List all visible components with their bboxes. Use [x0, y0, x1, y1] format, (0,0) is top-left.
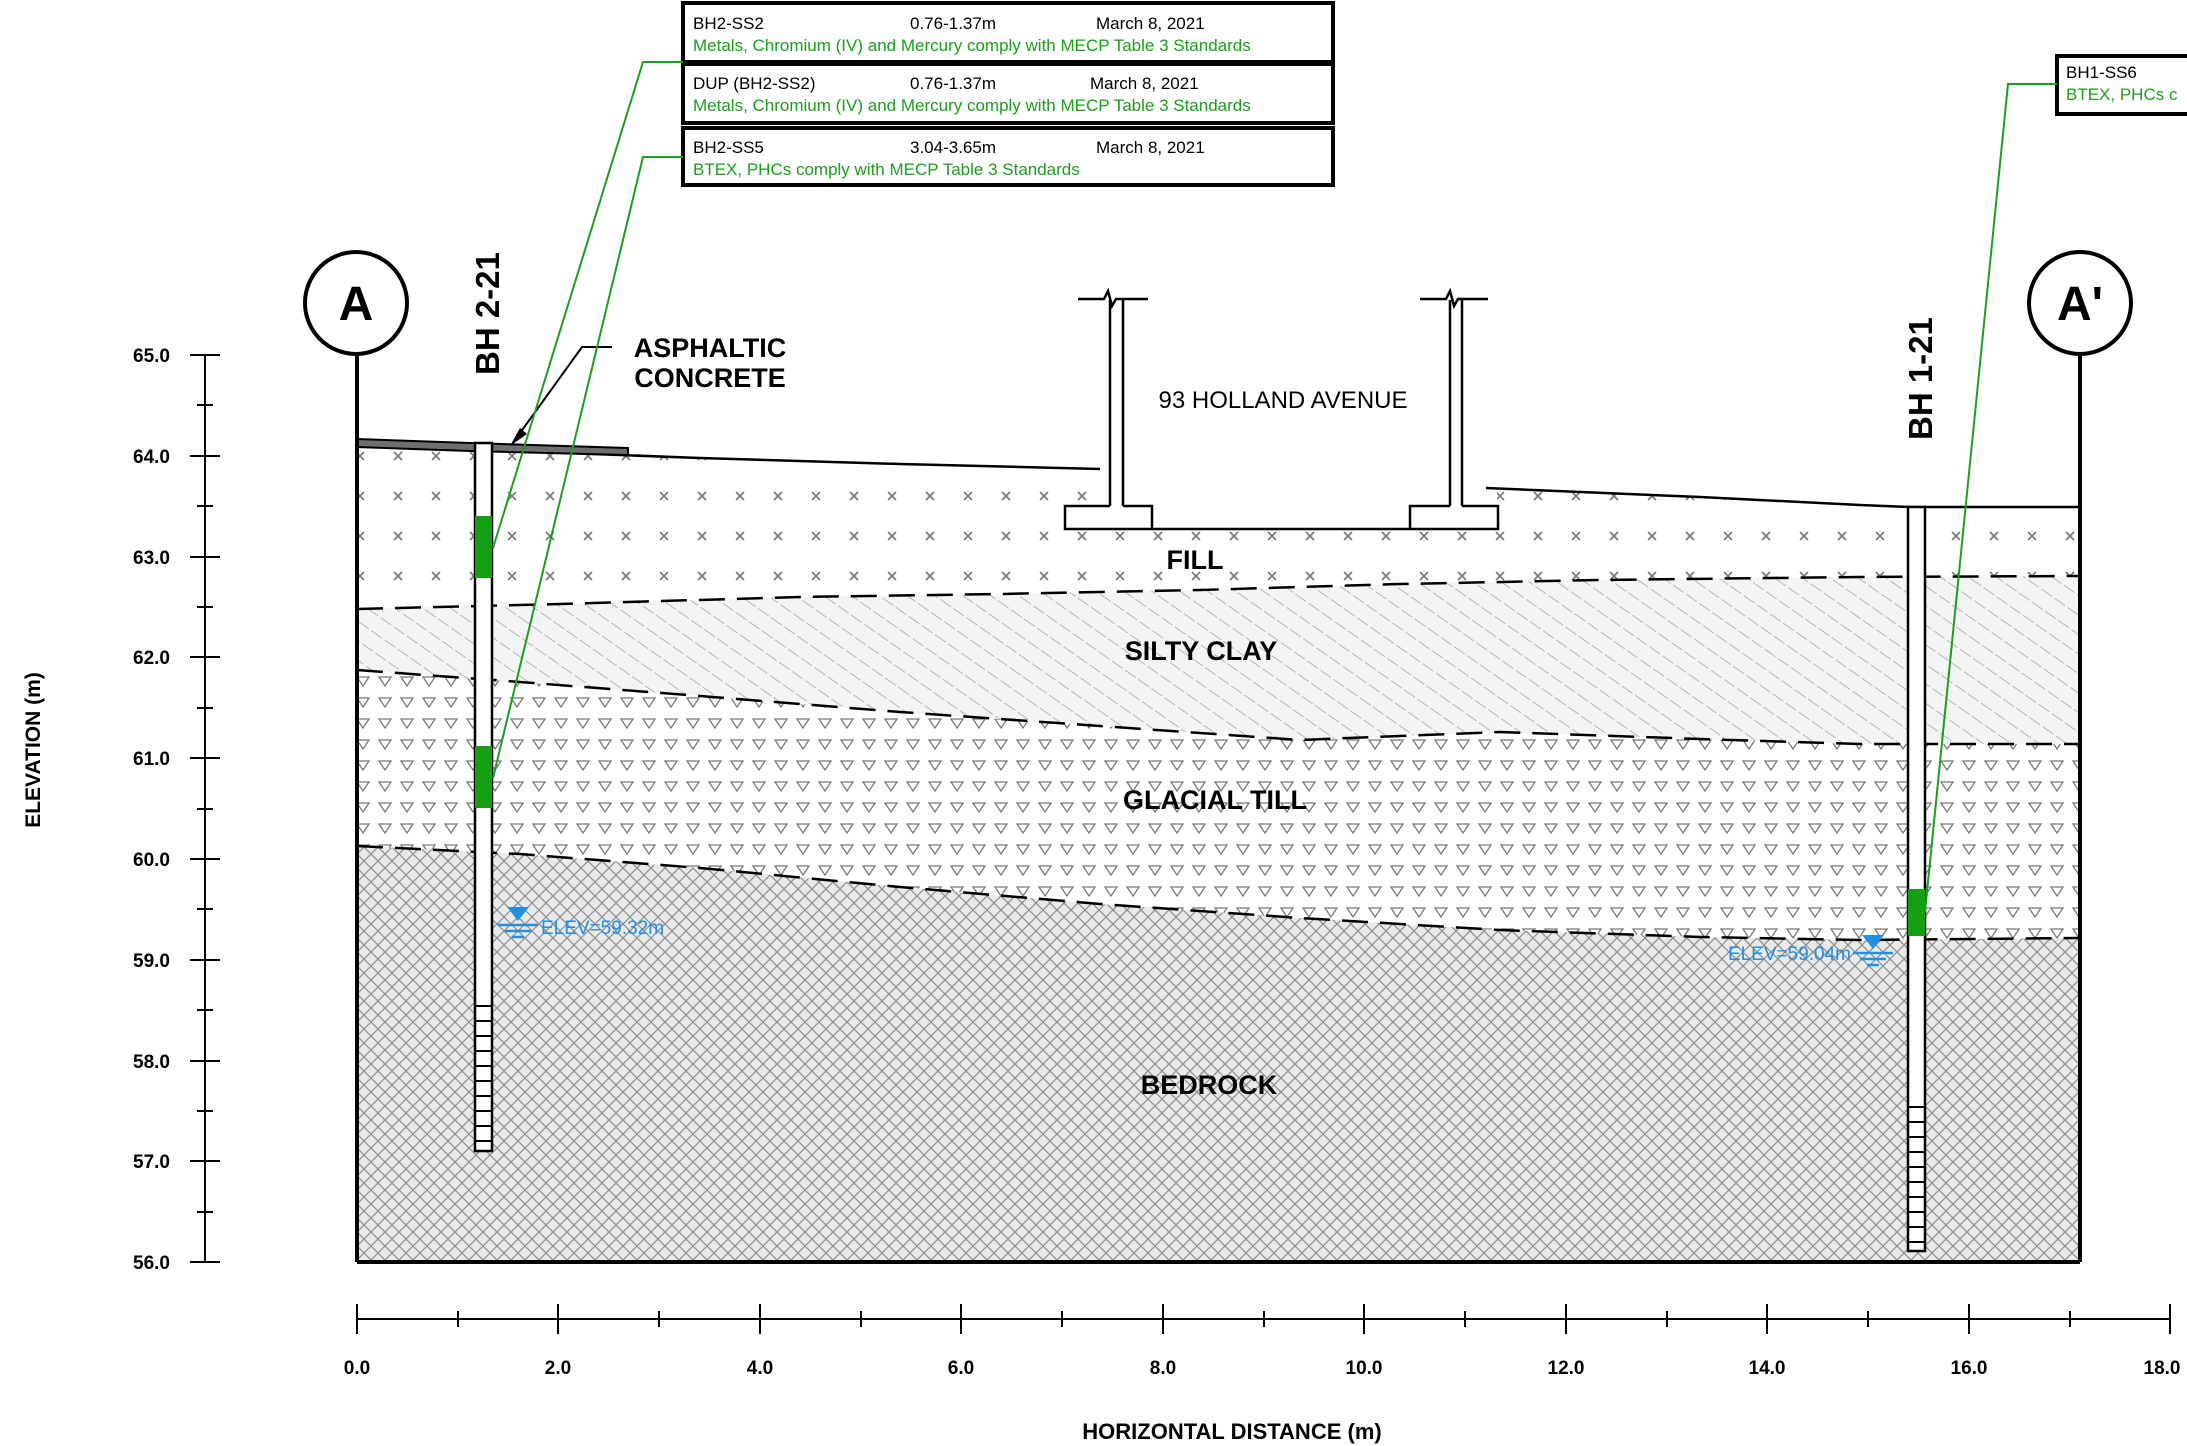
sample-box-4: BH1-SS6 BTEX, PHCs c [2055, 54, 2187, 116]
section-marker-a-prime: A' [2027, 250, 2133, 356]
x-tick-label: 4.0 [747, 1358, 773, 1379]
layer-label-glacial-till: GLACIAL TILL [1123, 785, 1307, 815]
y-tick-label: 65.0 [133, 346, 170, 367]
y-tick-label: 59.0 [133, 951, 170, 972]
section-marker-a: A [303, 250, 409, 356]
layer-label-fill: FILL [1167, 545, 1224, 575]
y-tick-label: 61.0 [133, 749, 170, 770]
sample-depth: 0.76-1.37m [910, 74, 996, 93]
building-93-holland-avenue: 93 HOLLAND AVENUE [1063, 287, 1500, 531]
sample-box-1: BH2-SS2 0.76-1.37m March 8, 2021 Metals,… [681, 1, 1335, 64]
sample-depth: 3.04-3.65m [910, 138, 996, 157]
y-axis: 65.0 64.0 63.0 62.0 61.0 60.0 59.0 58.0 … [22, 346, 220, 1274]
callout-line2: CONCRETE [634, 363, 786, 393]
x-tick-label: 16.0 [1951, 1358, 1988, 1379]
x-tick-label: 8.0 [1150, 1358, 1176, 1379]
x-tick-label: 6.0 [948, 1358, 974, 1379]
building-label: 93 HOLLAND AVENUE [1159, 387, 1408, 414]
callout-line1: ASPHALTIC [634, 333, 787, 363]
x-tick-label: 0.0 [344, 1358, 370, 1379]
y-tick-label: 60.0 [133, 850, 170, 871]
y-tick-label: 62.0 [133, 648, 170, 669]
sample-id: BH2-SS5 [693, 138, 764, 157]
y-tick-label: 64.0 [133, 447, 170, 468]
sample-id: DUP (BH2-SS2) [693, 74, 816, 93]
marker-label: A' [2057, 278, 2103, 331]
water-level-icon [498, 907, 538, 939]
section-frame [355, 355, 2082, 1264]
x-tick-label: 14.0 [1749, 1358, 1786, 1379]
y-axis-title: ELEVATION (m) [22, 672, 45, 828]
x-tick-label: 10.0 [1346, 1358, 1383, 1379]
layer-label-bedrock: BEDROCK [1141, 1070, 1278, 1100]
borehole-bh1-21: BH 1-21 ELEV=59.04m [1728, 317, 1939, 1253]
sample-result: BTEX, PHCs c [2066, 85, 2178, 104]
sample-box-3: BH2-SS5 3.04-3.65m March 8, 2021 BTEX, P… [681, 126, 1335, 187]
sample-box-2: DUP (BH2-SS2) 0.76-1.37m March 8, 2021 M… [681, 62, 1335, 125]
x-tick-label: 2.0 [545, 1358, 571, 1379]
fill-layer [357, 442, 2080, 609]
sample-interval-ss2 [475, 516, 492, 578]
layer-label-silty-clay: SILTY CLAY [1125, 636, 1278, 666]
marker-label: A [339, 278, 374, 331]
x-axis: 0.0 2.0 4.0 6.0 8.0 10.0 12.0 14.0 16.0 … [344, 1304, 2181, 1444]
sample-interval-ss6 [1908, 889, 1925, 936]
borehole-label: BH 1-21 [1902, 317, 1939, 440]
bedrock-layer [357, 846, 2080, 1262]
sample-result: Metals, Chromium (IV) and Mercury comply… [693, 96, 1251, 115]
water-level-label: ELEV=59.32m [541, 918, 664, 939]
y-tick-label: 57.0 [133, 1152, 170, 1173]
sample-result: Metals, Chromium (IV) and Mercury comply… [693, 36, 1251, 55]
borehole-bh2-21: BH 2-21 ELEV=59.32m [469, 252, 664, 1153]
water-level-icon [1853, 935, 1893, 967]
sample-result: BTEX, PHCs comply with MECP Table 3 Stan… [693, 160, 1080, 179]
y-tick-label: 58.0 [133, 1052, 170, 1073]
sample-depth: 0.76-1.37m [910, 14, 996, 33]
asphaltic-concrete-callout: ASPHALTIC CONCRETE [510, 333, 786, 446]
sample-date: March 8, 2021 [1090, 74, 1199, 93]
water-level-label: ELEV=59.04m [1728, 944, 1851, 965]
sample-id: BH1-SS6 [2066, 63, 2137, 82]
well-screen [475, 1005, 492, 1142]
borehole-label: BH 2-21 [469, 252, 506, 375]
well-screen [1908, 1106, 1925, 1243]
sample-id: BH2-SS2 [693, 14, 764, 33]
sample-date: March 8, 2021 [1096, 14, 1205, 33]
sample-interval-ss5 [475, 746, 492, 808]
y-tick-label: 56.0 [133, 1253, 170, 1274]
x-tick-label: 18.0 [2144, 1358, 2181, 1379]
soil-layers [356, 437, 2081, 1262]
x-tick-label: 12.0 [1548, 1358, 1585, 1379]
sample-date: March 8, 2021 [1096, 138, 1205, 157]
sample-leader-lines [492, 61, 2057, 913]
y-tick-label: 63.0 [133, 548, 170, 569]
x-axis-title: HORIZONTAL DISTANCE (m) [1082, 1419, 1381, 1444]
